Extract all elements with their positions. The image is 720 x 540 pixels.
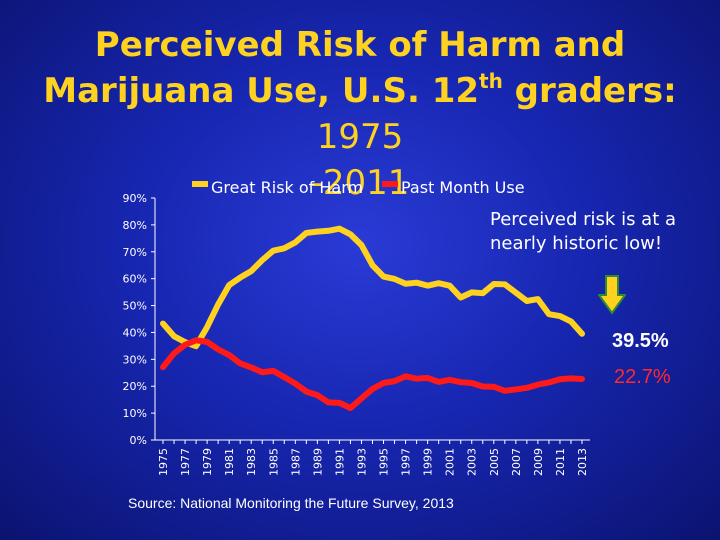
y-tick-label: 50% <box>123 300 147 313</box>
x-tick-label: 1983 <box>245 448 258 476</box>
great-risk-end-value: 39.5% <box>612 330 669 352</box>
title-line-2-rest: graders: <box>502 71 677 111</box>
y-tick-label: 30% <box>123 353 147 366</box>
y-tick-label: 60% <box>123 273 147 286</box>
x-tick-label: 2001 <box>444 448 457 476</box>
x-tick-label: 1987 <box>289 448 302 476</box>
x-tick-label: 1979 <box>201 448 214 476</box>
y-tick-label: 0% <box>130 434 147 447</box>
y-tick-label: 70% <box>123 246 147 259</box>
chart-title: Perceived Risk of Harm and Marijuana Use… <box>0 22 720 206</box>
past-month-use-line <box>160 337 585 412</box>
down-arrow-icon <box>598 275 626 315</box>
title-superscript: th <box>479 69 503 93</box>
past-month-end-value: 22.7% <box>614 366 671 388</box>
legend-great-risk-label: Great Risk of Harm <box>211 178 363 197</box>
x-tick-label: 2011 <box>554 448 567 476</box>
x-tick-label: 1977 <box>179 448 192 476</box>
x-tick-label: 2009 <box>532 448 545 476</box>
x-tick-label: 1981 <box>223 448 236 476</box>
y-tick-label: 40% <box>123 326 147 339</box>
legend-past-month-label: Past Month Use <box>401 178 525 197</box>
x-tick-label: 1999 <box>422 448 435 476</box>
x-tick-label: 1985 <box>267 448 280 476</box>
y-tick-label: 90% <box>123 192 147 205</box>
source-note: Source: National Monitoring the Future S… <box>128 495 454 511</box>
x-tick-label: 1975 <box>157 448 170 476</box>
x-tick-label: 1997 <box>400 448 413 476</box>
x-tick-label: 1991 <box>333 448 346 476</box>
callout-text: Perceived risk is at a nearly historic l… <box>490 209 677 254</box>
x-tick-label: 1989 <box>311 448 324 476</box>
y-tick-label: 20% <box>123 380 147 393</box>
x-tick-label: 2007 <box>510 448 523 476</box>
x-tick-label: 2013 <box>576 448 589 476</box>
x-tick-label: 2005 <box>488 448 501 476</box>
x-tick-label: 1995 <box>378 448 391 476</box>
title-line-2-main: Marijuana Use, U.S. 12 <box>43 71 480 111</box>
title-line-1: Perceived Risk of Harm and <box>94 25 626 65</box>
great-risk-of-harm-line <box>160 225 585 350</box>
title-line-2: Marijuana Use, U.S. 12th graders: 1975 <box>0 68 720 160</box>
title-start-year: 1975 <box>316 117 404 157</box>
y-tick-label: 80% <box>123 219 147 232</box>
y-tick-label: 10% <box>123 407 147 420</box>
x-tick-label: 2003 <box>466 448 479 476</box>
x-tick-label: 1993 <box>355 448 368 476</box>
